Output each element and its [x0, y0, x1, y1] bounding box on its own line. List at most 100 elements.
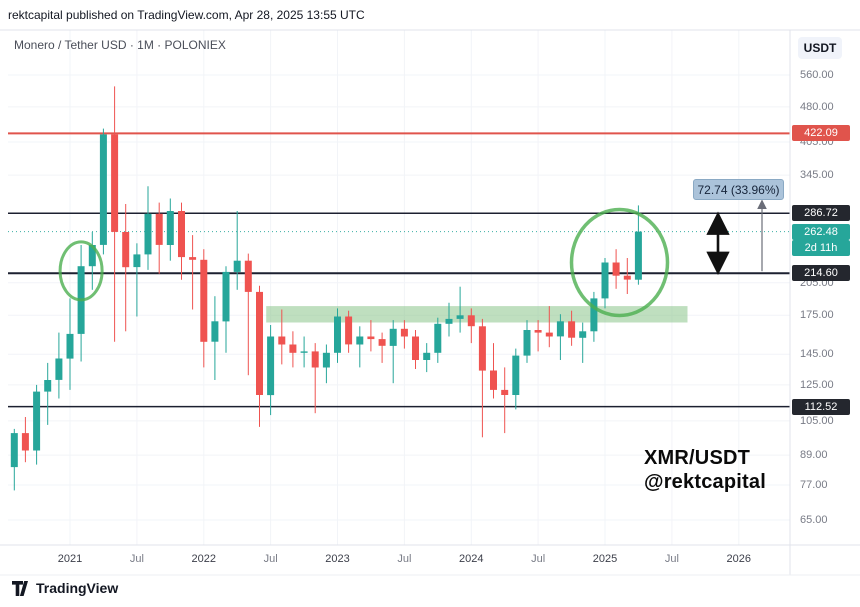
support-zone	[266, 306, 688, 323]
candle	[300, 351, 308, 353]
symbol-info[interactable]: Monero / Tether USD · 1M · POLONIEX	[14, 38, 226, 52]
time-tick-2024: 2024	[459, 553, 484, 565]
price-badge-262.48: 262.48	[792, 223, 850, 240]
time-tick-2026: 2026	[726, 553, 751, 565]
candle	[367, 336, 375, 340]
candle	[534, 330, 542, 333]
candle	[111, 134, 119, 232]
candle	[66, 333, 74, 359]
tradingview-logo-icon[interactable]	[12, 580, 30, 596]
watermark-symbol: XMR/USDT	[644, 447, 751, 469]
price-tick: 77.00	[800, 478, 828, 491]
candle	[44, 380, 52, 392]
watermark-handle: @rektcapital	[644, 471, 766, 493]
candle	[278, 336, 286, 345]
candle	[423, 352, 431, 360]
publish-text: rektcapital published on TradingView.com…	[8, 8, 365, 22]
candle	[378, 339, 386, 346]
price-badge-286.72: 286.72	[792, 205, 850, 222]
price-badge-422.09: 422.09	[792, 125, 850, 142]
price-tick: 65.00	[800, 514, 828, 526]
candle	[88, 245, 96, 267]
candle	[99, 134, 107, 245]
highlight-circle	[58, 240, 104, 302]
price-tick: 125.00	[800, 378, 834, 391]
price-tick: 105.00	[800, 414, 834, 427]
candle	[133, 254, 141, 268]
candle	[512, 355, 520, 395]
price-badge-112.52: 112.52	[792, 398, 850, 415]
candle	[545, 332, 553, 337]
price-tick: 145.00	[800, 348, 834, 361]
time-tick-2021: 2021	[57, 553, 83, 565]
candle	[144, 213, 152, 255]
price-badge-214.60: 214.60	[792, 265, 850, 282]
price-tick: 175.00	[800, 309, 834, 322]
time-tick-Jul: Jul	[263, 553, 278, 565]
candle	[490, 370, 497, 390]
time-tick-2022: 2022	[191, 553, 216, 565]
candle	[568, 321, 576, 338]
candle	[166, 211, 174, 245]
candle	[33, 391, 41, 451]
candle	[222, 271, 230, 322]
candle	[178, 211, 185, 258]
chart-watermark: XMR/USDT @rektcapital	[644, 446, 766, 494]
highlight-circle	[569, 207, 670, 318]
price-tick: 560.00	[800, 69, 834, 81]
time-tick-Jul: Jul	[129, 553, 144, 565]
candle	[590, 298, 598, 332]
candle	[478, 326, 486, 371]
candle	[311, 351, 319, 368]
candle	[400, 328, 408, 337]
candle	[389, 328, 397, 346]
candle	[289, 344, 297, 353]
tradingview-brand[interactable]: TradingView	[36, 580, 119, 596]
time-tick-2025: 2025	[592, 553, 618, 565]
measure-label[interactable]: 72.74 (33.96%)	[693, 179, 784, 200]
candle	[612, 262, 620, 276]
price-tick: 89.00	[800, 449, 828, 462]
candle	[412, 336, 419, 360]
candle	[634, 231, 642, 280]
candle	[601, 262, 609, 299]
candle	[244, 260, 252, 292]
price-tick: 480.00	[800, 100, 834, 113]
time-axis[interactable]: 2021 Jul 2022 Jul 2023 Jul 2024 Jul 2025 Jul 2026	[0, 545, 790, 575]
candle	[467, 315, 475, 327]
time-tick-2023: 2023	[325, 553, 350, 565]
candle	[10, 433, 18, 468]
time-tick-Jul: Jul	[664, 553, 679, 565]
candle	[523, 330, 531, 356]
candle	[434, 323, 442, 353]
candle	[322, 352, 330, 368]
candle	[456, 315, 464, 319]
candle	[623, 275, 631, 280]
candle	[55, 358, 63, 380]
candle	[334, 316, 341, 353]
candle	[445, 318, 453, 324]
candle	[579, 331, 587, 338]
candle	[556, 321, 564, 337]
candle	[200, 259, 208, 342]
bar-countdown: 2d 11h	[792, 240, 850, 257]
time-tick-Jul: Jul	[397, 553, 412, 565]
candle	[211, 321, 219, 342]
candle	[155, 213, 163, 245]
price-axis[interactable]: USDT 560.00 480.00 405.00 345.00 205.00 175.0…	[791, 30, 860, 575]
candle	[233, 260, 241, 272]
price-tick: 345.00	[800, 169, 834, 182]
footer: TradingView	[12, 580, 118, 596]
candle	[21, 433, 29, 451]
publish-bar: rektcapital published on TradingView.com…	[0, 0, 860, 30]
candle	[501, 389, 509, 395]
candle	[345, 316, 353, 345]
axis-unit-label[interactable]: USDT	[798, 37, 842, 59]
candle	[267, 336, 275, 396]
candle	[256, 291, 263, 395]
candle	[356, 336, 364, 345]
time-tick-Jul: Jul	[531, 553, 546, 565]
candle	[189, 257, 197, 260]
